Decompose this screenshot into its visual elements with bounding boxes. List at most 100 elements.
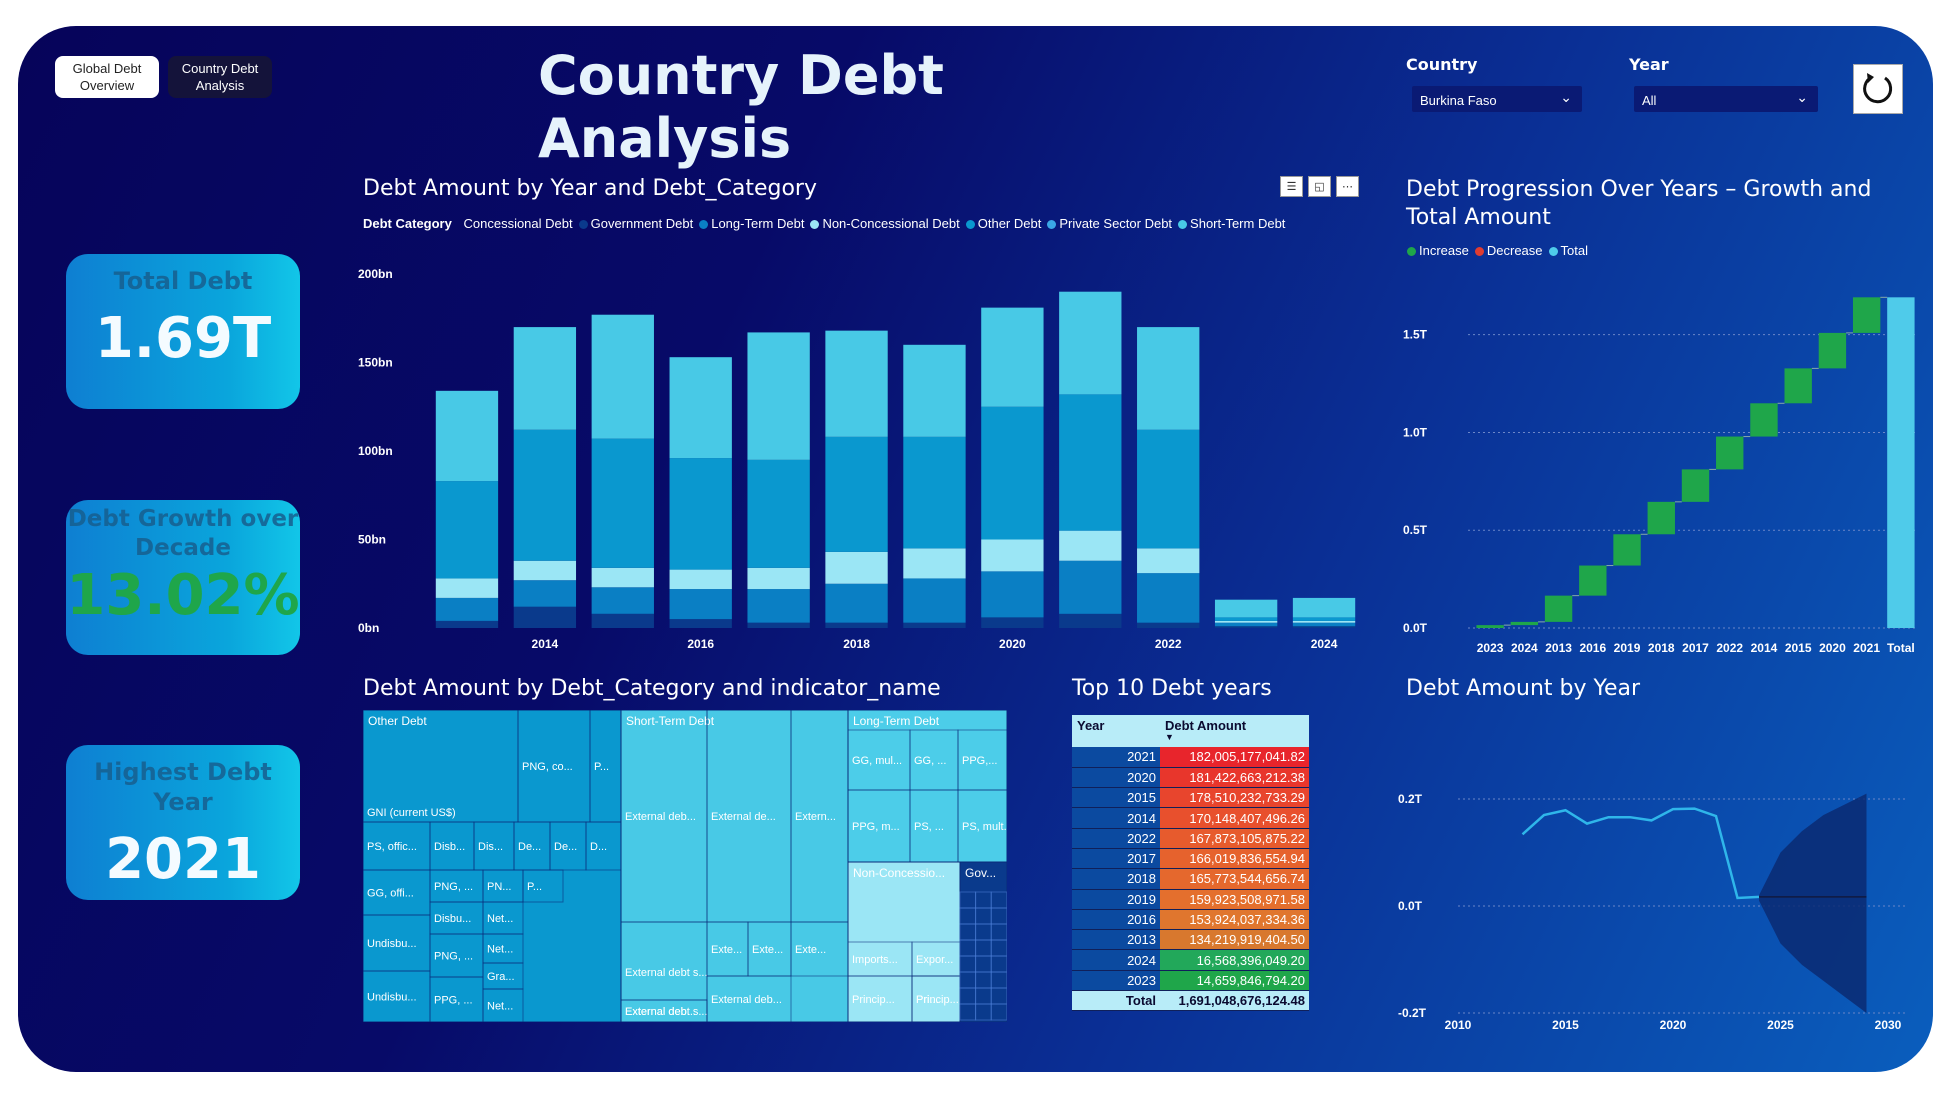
waterfall-bar-2015[interactable] (1784, 368, 1812, 404)
focus-mode-icon[interactable]: ◱ (1308, 176, 1331, 197)
waterfall-bar-2020[interactable] (1818, 332, 1847, 369)
waterfall-bar-2016[interactable] (1579, 565, 1607, 596)
waterfall-bar-2017[interactable] (1681, 469, 1710, 502)
treemap-group-rect[interactable] (959, 861, 1007, 1022)
waterfall-bar-total[interactable] (1887, 297, 1915, 628)
bar-2020-government-debt[interactable] (981, 617, 1044, 628)
legend-item-non-concessional-debt[interactable]: Non-Concessional Debt (810, 216, 960, 231)
treemap-group-rect[interactable] (620, 710, 849, 1022)
bar-2013-government-debt[interactable] (435, 620, 499, 628)
waterfall-bar-2023[interactable] (1476, 625, 1504, 628)
table-row[interactable]: 2023 14,659,846,794.20 (1072, 970, 1309, 992)
bar-2022-other-debt[interactable] (1137, 429, 1200, 549)
bar-2021-non-concessional-debt[interactable] (1059, 530, 1122, 561)
bar-2018-long-term-debt[interactable] (825, 583, 888, 623)
treemap-cell[interactable] (990, 1003, 1007, 1021)
bar-2018-short-term-debt[interactable] (825, 330, 888, 437)
bar-2017-non-concessional-debt[interactable] (747, 567, 810, 590)
treemap-group-rect[interactable] (363, 710, 622, 1022)
table-row[interactable]: 2014 170,148,407,496.26 (1072, 807, 1309, 829)
table-row[interactable]: 2016 153,924,037,334.36 (1072, 909, 1309, 931)
bar-2017-government-debt[interactable] (747, 622, 810, 628)
global-debt-overview-button[interactable]: Global Debt Overview (55, 56, 159, 98)
bar-2018-non-concessional-debt[interactable] (825, 551, 888, 584)
bar-2019-non-concessional-debt[interactable] (903, 548, 966, 579)
waterfall-bar-2014[interactable] (1750, 403, 1778, 437)
bar-2015-other-debt[interactable] (591, 438, 654, 568)
waterfall-bar-2013[interactable] (1544, 595, 1573, 622)
treemap-cell[interactable] (620, 999, 708, 1022)
legend-item-other-debt[interactable]: Other Debt (965, 216, 1041, 231)
filter-icon[interactable]: ☰ (1280, 176, 1303, 197)
bar-2021-long-term-debt[interactable] (1059, 560, 1122, 614)
legend-item-decrease[interactable]: Decrease (1474, 243, 1543, 258)
bar-2014-other-debt[interactable] (513, 429, 577, 561)
bar-2024-non-concessional-debt[interactable] (1292, 620, 1356, 623)
bar-2018-government-debt[interactable] (825, 622, 888, 628)
bar-2015-long-term-debt[interactable] (591, 587, 654, 614)
legend-item-total[interactable]: Total (1548, 243, 1588, 258)
table-row[interactable]: 2017 166,019,836,554.94 (1072, 848, 1309, 870)
bar-2014-long-term-debt[interactable] (513, 580, 577, 607)
bar-2020-other-debt[interactable] (981, 406, 1044, 540)
bar-2019-long-term-debt[interactable] (903, 578, 966, 623)
treemap-cell[interactable] (522, 869, 564, 903)
legend-item-concessional-debt[interactable]: Concessional Debt (463, 216, 572, 231)
bar-2013-other-debt[interactable] (435, 481, 499, 579)
bar-2014-non-concessional-debt[interactable] (513, 560, 577, 581)
bar-2017-short-term-debt[interactable] (747, 332, 810, 460)
waterfall-bar-2018[interactable] (1647, 501, 1675, 535)
bar-2018-other-debt[interactable] (825, 436, 888, 552)
bar-2014-government-debt[interactable] (513, 606, 577, 628)
bar-2020-long-term-debt[interactable] (981, 571, 1044, 618)
table-row[interactable]: 2024 16,568,396,049.20 (1072, 949, 1309, 971)
waterfall-bar-2021[interactable] (1852, 297, 1881, 333)
treemap-group-gov[interactable]: Gov... (959, 861, 1007, 1022)
bar-2014-short-term-debt[interactable] (513, 327, 577, 430)
table-row[interactable]: 2013 134,219,919,404.50 (1072, 929, 1309, 951)
bar-2016-government-debt[interactable] (669, 619, 732, 628)
bar-2019-other-debt[interactable] (903, 436, 966, 549)
bar-2021-other-debt[interactable] (1059, 394, 1122, 531)
table-row[interactable]: 2018 165,773,544,656.74 (1072, 868, 1309, 890)
reset-button[interactable] (1853, 64, 1903, 114)
bar-2015-government-debt[interactable] (591, 613, 654, 628)
bar-2020-non-concessional-debt[interactable] (981, 539, 1044, 572)
waterfall-bar-2019[interactable] (1613, 534, 1641, 566)
bar-2023-government-debt[interactable] (1214, 626, 1278, 628)
bar-2022-short-term-debt[interactable] (1137, 327, 1200, 430)
treemap-cell[interactable] (706, 975, 792, 1022)
treemap-group-rect[interactable] (847, 710, 1007, 863)
table-row[interactable]: 2022 167,873,105,875.22 (1072, 828, 1309, 849)
bar-2015-non-concessional-debt[interactable] (591, 567, 654, 588)
treemap-group-long-term-debt[interactable]: Long-Term Debt GG, mul... GG, ... PPG,... PP… (847, 710, 1007, 863)
bar-2024-other-debt[interactable] (1292, 617, 1356, 621)
country-slicer[interactable]: Burkina Faso ⌄ (1412, 86, 1582, 112)
bar-2023-long-term-debt[interactable] (1214, 622, 1278, 627)
bar-2013-non-concessional-debt[interactable] (435, 578, 499, 598)
column-header-year[interactable]: Year (1072, 715, 1160, 747)
bar-2019-short-term-debt[interactable] (903, 344, 966, 437)
bar-2016-long-term-debt[interactable] (669, 589, 732, 620)
year-slicer[interactable]: All ⌄ (1634, 86, 1818, 112)
bar-2022-non-concessional-debt[interactable] (1137, 548, 1200, 574)
debt-amount-line[interactable] (1521, 807, 1760, 900)
bar-2023-short-term-debt[interactable] (1214, 599, 1278, 618)
bar-2019-government-debt[interactable] (903, 622, 966, 628)
bar-2024-long-term-debt[interactable] (1292, 622, 1356, 627)
more-options-icon[interactable]: ⋯ (1336, 176, 1359, 197)
bar-2020-short-term-debt[interactable] (981, 307, 1044, 407)
legend-item-private-sector-debt[interactable]: Private Sector Debt (1047, 216, 1172, 231)
bar-2021-short-term-debt[interactable] (1059, 291, 1122, 395)
table-row[interactable]: 2015 178,510,232,733.29 (1072, 787, 1309, 809)
table-row[interactable]: 2020 181,422,663,212.38 (1072, 767, 1309, 789)
legend-item-government-debt[interactable]: Government Debt (578, 216, 693, 231)
table-row[interactable]: 2021 182,005,177,041.82 (1072, 747, 1309, 768)
bar-2013-short-term-debt[interactable] (435, 390, 499, 482)
table-row[interactable]: 2019 159,923,508,971.58 (1072, 889, 1309, 910)
bar-2016-non-concessional-debt[interactable] (669, 569, 732, 590)
bar-2016-other-debt[interactable] (669, 458, 732, 570)
legend-item-long-term-debt[interactable]: Long-Term Debt (699, 216, 804, 231)
bar-2023-other-debt[interactable] (1214, 617, 1278, 621)
